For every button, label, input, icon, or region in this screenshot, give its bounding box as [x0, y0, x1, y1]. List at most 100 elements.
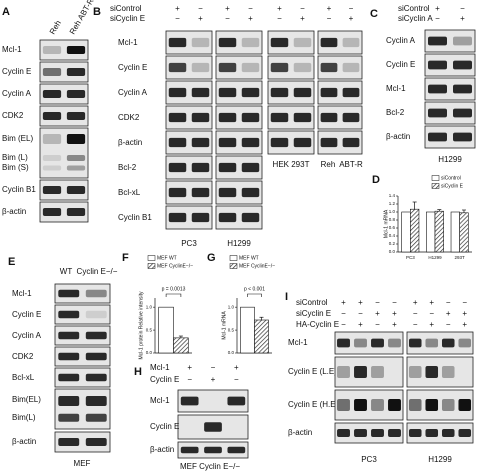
sign-row-label: siControl [398, 4, 430, 13]
row-label: CDK2 [118, 113, 140, 122]
row-label: Bcl-xL [12, 373, 35, 382]
x-tick-label: 293T [455, 255, 466, 260]
blot-band [85, 352, 107, 361]
blot-band [320, 62, 338, 73]
blot-band [408, 338, 422, 348]
blot-band [425, 338, 439, 348]
blot-band [388, 399, 401, 411]
blot-band [191, 62, 210, 73]
group-label: Reh [321, 160, 336, 169]
row-label: Bim (EL) [2, 134, 33, 143]
group-label: ABT-R [339, 160, 363, 169]
sign: − [175, 14, 180, 23]
blot-row [54, 388, 111, 430]
blot-band [218, 87, 237, 98]
panel-letter: D [372, 174, 380, 186]
bar [410, 208, 420, 253]
y-tick-label: 0.8 [389, 217, 396, 222]
blot-band [85, 373, 107, 382]
blot-band [337, 366, 350, 378]
blot-row [406, 356, 474, 388]
blot-band [320, 112, 338, 123]
bar [158, 306, 174, 354]
group-label: PC3 [361, 455, 377, 464]
blot-band [441, 338, 455, 348]
blot-band [425, 429, 439, 437]
sign: − [392, 298, 397, 307]
blot-band [270, 62, 289, 73]
row-label: Cyclin A [386, 36, 416, 45]
sign: − [460, 4, 465, 13]
bar [401, 211, 411, 253]
bar [240, 306, 255, 354]
blot-band [458, 338, 472, 348]
sign: + [429, 298, 434, 307]
row-label: Bcl-xL [118, 188, 141, 197]
sign: + [358, 320, 363, 329]
sign: + [277, 4, 282, 13]
blot-band [342, 37, 360, 48]
blot-band [458, 399, 472, 411]
significance-bracket [247, 293, 262, 297]
blot-band [371, 366, 384, 378]
sign: + [349, 14, 354, 23]
blot-band [320, 37, 338, 48]
blot-row [424, 77, 476, 101]
sign: − [375, 298, 380, 307]
blot-row [165, 30, 213, 55]
lane-label: WT [60, 267, 73, 276]
legend-label: siCyclin E [441, 183, 464, 189]
blot-band [191, 87, 210, 98]
blot-band [58, 310, 80, 319]
blot-band [371, 399, 384, 411]
blot-band [371, 429, 384, 437]
annotation: p = 0.0013 [162, 286, 186, 292]
blot-band [388, 429, 401, 437]
blot-row [267, 55, 315, 80]
sign: + [187, 363, 192, 372]
blot-row [334, 331, 404, 355]
row-label: Mcl-1 [288, 338, 308, 347]
row-label: Bcl-2 [386, 108, 405, 117]
row-label: Cyclin E [386, 60, 415, 69]
lane-label: Reh [48, 19, 63, 36]
blot-band [85, 289, 107, 298]
blot-row [424, 29, 476, 53]
row-label: Cyclin E [150, 422, 179, 431]
blot-row [215, 105, 263, 130]
y-tick-label: 0.6 [389, 225, 396, 230]
row-label: Mcl-1 [12, 289, 32, 298]
blot-band [85, 310, 107, 319]
legend-swatch [147, 263, 156, 269]
panel-letter: H [134, 366, 142, 378]
blot-band [168, 62, 187, 73]
blot-band [42, 112, 62, 120]
lane-label: Cyclin E−/− [77, 267, 118, 276]
blot-band [42, 155, 62, 161]
blot-band [458, 429, 472, 437]
sign: − [446, 320, 451, 329]
blot-band [168, 187, 187, 198]
blot-band [218, 162, 237, 173]
blot-band [453, 60, 472, 70]
sign: + [300, 14, 305, 23]
blot-band [425, 366, 439, 378]
row-label: Bim(EL) [12, 395, 41, 404]
blot-band [241, 162, 260, 173]
sign: − [462, 298, 467, 307]
blot-band [42, 186, 62, 194]
sign: + [327, 4, 332, 13]
blot-row [317, 80, 363, 105]
blot-band [342, 87, 360, 98]
blot-band [218, 212, 237, 223]
group-label: H1299 [438, 155, 462, 164]
blot-row [39, 39, 89, 61]
blot-row [334, 356, 404, 388]
x-tick-label: PC3 [406, 255, 415, 260]
blot-band [320, 87, 338, 98]
blot-row [406, 331, 474, 355]
blot-band [168, 162, 187, 173]
row-label: β-actin [386, 132, 410, 141]
blot-row [54, 304, 111, 325]
y-tick-label: 0.0 [228, 350, 235, 355]
